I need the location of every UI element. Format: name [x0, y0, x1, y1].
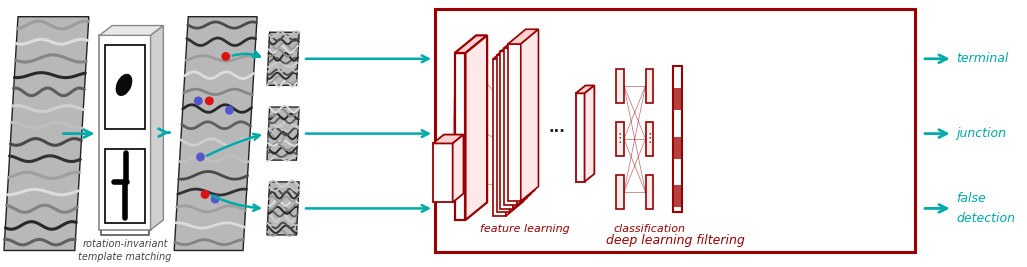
Polygon shape: [497, 41, 527, 55]
Polygon shape: [509, 41, 527, 212]
Text: feature learning: feature learning: [480, 224, 569, 234]
Polygon shape: [100, 26, 163, 35]
Polygon shape: [584, 85, 595, 182]
Polygon shape: [175, 17, 257, 250]
Polygon shape: [508, 44, 521, 201]
Polygon shape: [497, 55, 509, 212]
Polygon shape: [517, 33, 535, 205]
Bar: [616, 69, 623, 103]
Polygon shape: [455, 35, 487, 53]
Bar: [105, 149, 145, 223]
Circle shape: [201, 191, 208, 198]
Polygon shape: [504, 33, 535, 48]
Polygon shape: [433, 143, 453, 202]
Bar: [673, 66, 682, 212]
Polygon shape: [151, 26, 163, 230]
Polygon shape: [267, 32, 299, 85]
Bar: [673, 185, 682, 207]
Circle shape: [222, 53, 229, 60]
Polygon shape: [521, 29, 538, 201]
Circle shape: [205, 97, 213, 105]
Bar: [646, 69, 653, 103]
Bar: [646, 175, 653, 210]
Bar: [673, 136, 682, 159]
Polygon shape: [267, 182, 299, 235]
Text: ...: ...: [548, 120, 565, 135]
Text: ⋮: ⋮: [643, 132, 655, 146]
Polygon shape: [508, 29, 538, 44]
Polygon shape: [465, 35, 487, 220]
Bar: [646, 122, 653, 156]
Ellipse shape: [116, 74, 132, 96]
Polygon shape: [455, 53, 465, 220]
Text: terminal: terminal: [956, 52, 1009, 65]
Polygon shape: [453, 135, 463, 202]
Text: ⋮: ⋮: [614, 132, 626, 146]
Text: false: false: [956, 192, 986, 205]
Circle shape: [197, 153, 204, 161]
Bar: [616, 122, 623, 156]
Polygon shape: [493, 59, 506, 216]
Polygon shape: [4, 17, 89, 250]
Circle shape: [226, 107, 233, 114]
Polygon shape: [506, 44, 524, 216]
Polygon shape: [267, 107, 299, 160]
Polygon shape: [576, 85, 595, 93]
Bar: [435, 9, 915, 253]
Polygon shape: [100, 35, 151, 230]
Text: detection: detection: [956, 212, 1016, 225]
Circle shape: [194, 97, 202, 105]
Text: rotation-invariant
template matching: rotation-invariant template matching: [78, 239, 172, 262]
Polygon shape: [500, 37, 531, 52]
Polygon shape: [493, 44, 524, 59]
Bar: [616, 175, 623, 210]
Polygon shape: [514, 37, 531, 209]
Text: deep learning filtering: deep learning filtering: [606, 234, 745, 246]
Polygon shape: [504, 48, 517, 205]
Polygon shape: [433, 135, 463, 143]
Polygon shape: [500, 52, 514, 209]
Text: junction: junction: [956, 127, 1006, 140]
Polygon shape: [576, 93, 584, 182]
Text: classification: classification: [613, 224, 685, 234]
Bar: [673, 88, 682, 110]
Bar: [105, 45, 145, 129]
Circle shape: [212, 195, 219, 203]
